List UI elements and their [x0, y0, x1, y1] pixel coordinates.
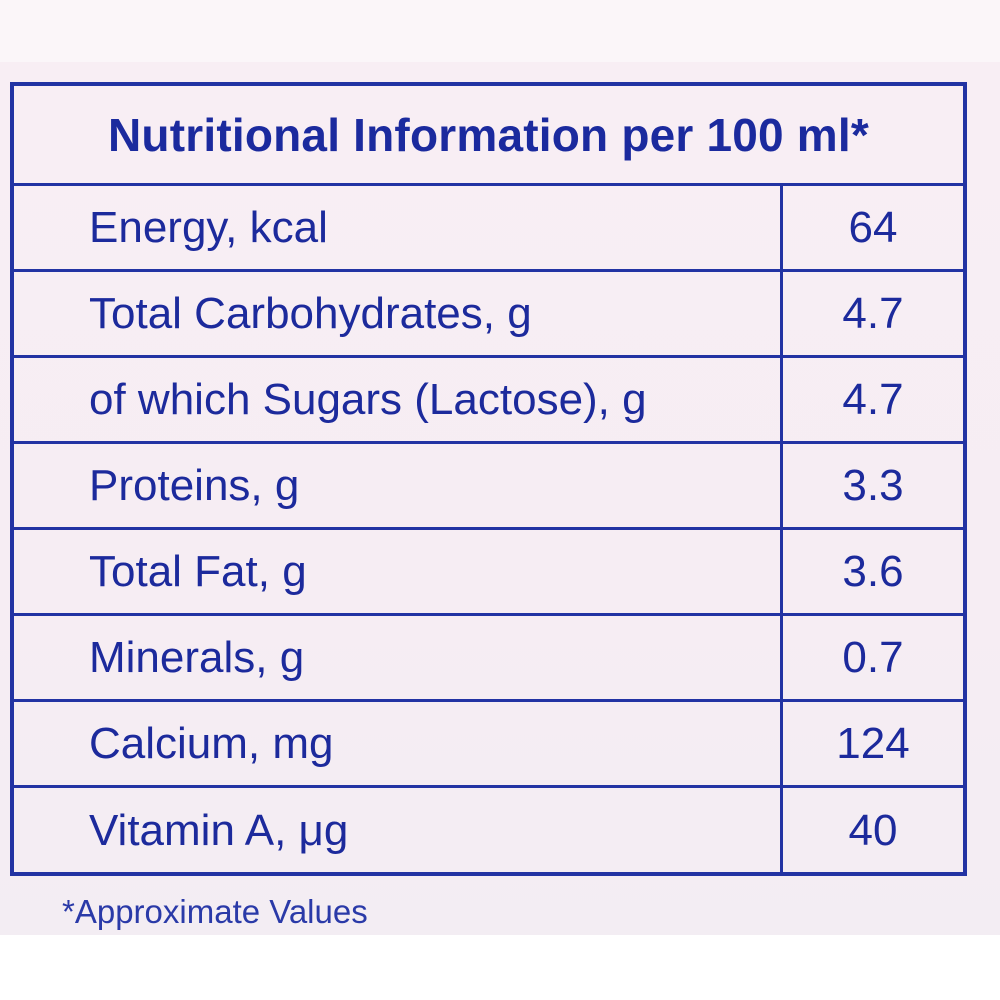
table-row: Calcium, mg 124: [14, 702, 963, 788]
row-value: 64: [780, 186, 963, 269]
table-row: Total Carbohydrates, g 4.7: [14, 272, 963, 358]
bottom-band: [0, 935, 1000, 1000]
row-value: 4.7: [780, 272, 963, 355]
footnote: *Approximate Values: [62, 893, 368, 930]
table-row: Total Fat, g 3.6: [14, 530, 963, 616]
row-label: Minerals, g: [89, 632, 305, 682]
row-value: 3.6: [780, 530, 963, 613]
table-row: Energy, kcal 64: [14, 186, 963, 272]
row-label: Calcium, mg: [89, 718, 334, 768]
table-title: Nutritional Information per 100 ml*: [14, 86, 963, 186]
row-value: 124: [780, 702, 963, 785]
row-value: 3.3: [780, 444, 963, 527]
row-label: Energy, kcal: [89, 202, 328, 252]
top-band: [0, 0, 1000, 62]
row-label: Vitamin A, μg: [89, 806, 349, 855]
row-value: 40: [780, 788, 963, 874]
row-label: Proteins, g: [89, 460, 300, 510]
table-row: Minerals, g 0.7: [14, 616, 963, 702]
row-value: 4.7: [780, 358, 963, 441]
nutrition-table: Nutritional Information per 100 ml* Ener…: [10, 82, 967, 876]
table-row: Vitamin A, μg 40: [14, 788, 963, 874]
row-label: of which Sugars (Lactose), g: [89, 374, 647, 424]
row-label: Total Fat, g: [89, 546, 307, 596]
row-label: Total Carbohydrates, g: [89, 288, 532, 338]
table-row: Proteins, g 3.3: [14, 444, 963, 530]
label-panel: [0, 62, 1000, 935]
table-row: of which Sugars (Lactose), g 4.7: [14, 358, 963, 444]
row-value: 0.7: [780, 616, 963, 699]
